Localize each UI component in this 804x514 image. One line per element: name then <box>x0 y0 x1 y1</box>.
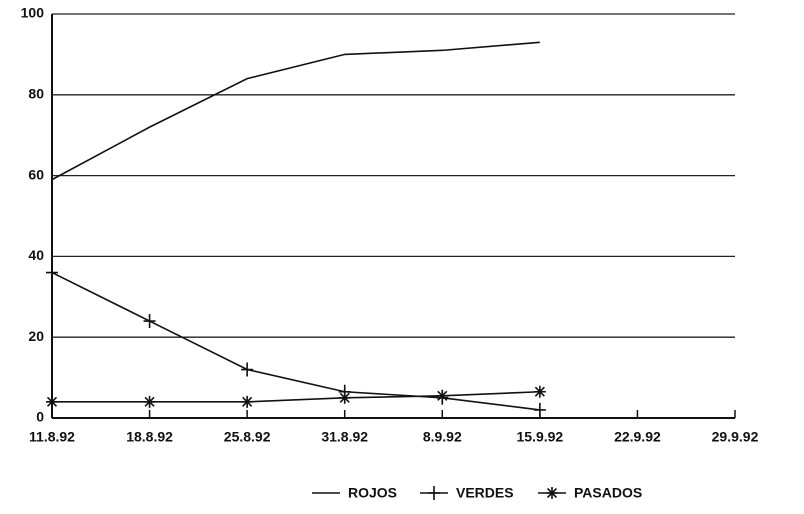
x-tick-label: 8.9.92 <box>423 429 462 445</box>
data-point <box>143 314 156 329</box>
data-point <box>436 389 449 402</box>
x-tick-label: 15.9.92 <box>516 429 563 445</box>
data-point <box>533 402 546 417</box>
data-point <box>143 395 156 408</box>
x-tick-label: 25.8.92 <box>224 429 271 445</box>
y-tick-label: 60 <box>28 166 44 182</box>
data-point <box>241 395 254 408</box>
x-tick-label: 11.8.92 <box>29 429 75 445</box>
data-point <box>241 362 254 377</box>
legend-label: VERDES <box>456 485 514 501</box>
data-point <box>46 395 58 408</box>
legend-label: PASADOS <box>574 485 642 501</box>
data-point <box>338 391 351 404</box>
x-tick-label: 31.8.92 <box>321 429 368 445</box>
x-tick-label: 18.8.92 <box>126 429 173 445</box>
series-line <box>51 41 540 181</box>
data-point <box>46 265 58 280</box>
series-line <box>51 271 540 411</box>
y-tick-label: 80 <box>28 86 44 102</box>
y-tick-label: 100 <box>21 5 45 21</box>
legend-marker <box>428 486 440 500</box>
legend-label: ROJOS <box>348 485 397 501</box>
data-point <box>533 385 546 398</box>
x-tick-label: 22.9.92 <box>614 429 661 445</box>
y-tick-label: 20 <box>28 328 44 344</box>
series-line <box>52 390 540 403</box>
y-tick-label: 40 <box>28 247 44 263</box>
y-tick-label: 0 <box>36 409 44 425</box>
x-tick-label: 29.9.92 <box>712 429 759 445</box>
legend-marker <box>546 487 558 499</box>
